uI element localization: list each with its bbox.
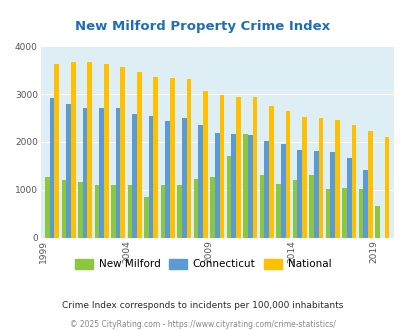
Bar: [193, 179, 198, 238]
Bar: [264, 141, 269, 238]
Bar: [202, 91, 207, 238]
Bar: [186, 79, 191, 238]
Bar: [50, 98, 54, 238]
Bar: [247, 135, 252, 238]
Bar: [219, 95, 224, 238]
Bar: [214, 133, 219, 238]
Bar: [346, 158, 351, 238]
Bar: [54, 64, 59, 238]
Bar: [367, 131, 372, 238]
Bar: [292, 180, 297, 238]
Bar: [153, 77, 158, 238]
Text: © 2025 CityRating.com - https://www.cityrating.com/crime-statistics/: © 2025 CityRating.com - https://www.city…: [70, 320, 335, 329]
Bar: [351, 125, 355, 238]
Text: New Milford Property Crime Index: New Milford Property Crime Index: [75, 20, 330, 33]
Bar: [285, 111, 290, 238]
Bar: [226, 156, 231, 238]
Bar: [149, 116, 153, 238]
Bar: [94, 185, 99, 238]
Bar: [128, 185, 132, 238]
Bar: [115, 108, 120, 238]
Bar: [78, 182, 83, 238]
Bar: [243, 134, 247, 238]
Bar: [62, 180, 66, 238]
Bar: [330, 152, 334, 238]
Bar: [276, 184, 280, 238]
Bar: [384, 137, 388, 238]
Bar: [83, 108, 87, 238]
Bar: [165, 121, 170, 238]
Bar: [235, 97, 240, 238]
Bar: [341, 188, 346, 238]
Bar: [334, 120, 339, 238]
Bar: [313, 150, 318, 238]
Bar: [297, 150, 301, 238]
Text: Crime Index corresponds to incidents per 100,000 inhabitants: Crime Index corresponds to incidents per…: [62, 301, 343, 310]
Bar: [374, 206, 379, 238]
Bar: [170, 78, 174, 238]
Bar: [136, 72, 141, 238]
Bar: [66, 104, 71, 238]
Bar: [177, 185, 181, 238]
Bar: [280, 144, 285, 238]
Bar: [198, 125, 202, 238]
Bar: [231, 134, 235, 238]
Bar: [309, 175, 313, 238]
Bar: [160, 185, 165, 238]
Bar: [269, 106, 273, 238]
Bar: [259, 175, 264, 238]
Bar: [111, 185, 115, 238]
Bar: [325, 189, 330, 238]
Bar: [132, 114, 136, 238]
Bar: [104, 64, 108, 238]
Bar: [301, 117, 306, 238]
Bar: [181, 118, 186, 238]
Bar: [144, 197, 149, 238]
Bar: [99, 108, 104, 238]
Bar: [45, 177, 50, 238]
Bar: [71, 61, 75, 238]
Bar: [252, 97, 256, 238]
Bar: [120, 67, 125, 238]
Bar: [210, 177, 214, 238]
Legend: New Milford, Connecticut, National: New Milford, Connecticut, National: [70, 255, 335, 274]
Bar: [362, 170, 367, 238]
Bar: [87, 62, 92, 238]
Bar: [318, 118, 322, 238]
Bar: [358, 189, 362, 238]
